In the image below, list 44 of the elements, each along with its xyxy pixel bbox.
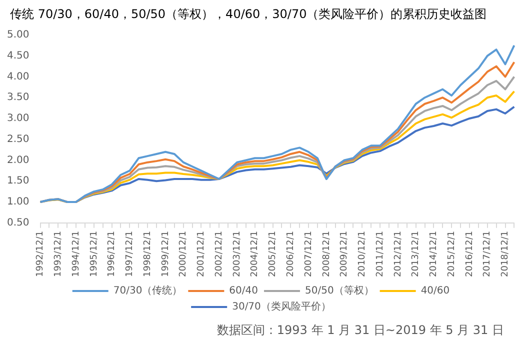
x-tick-label: 2004/12/1 xyxy=(250,230,260,278)
x-tick-label: 2015/12/1 xyxy=(446,230,457,278)
x-tick-label: 1995/12/1 xyxy=(89,230,100,278)
x-tick-label: 1999/12/1 xyxy=(160,230,171,278)
y-tick-label: 4.00 xyxy=(7,71,30,82)
x-tick-label: 1997/12/1 xyxy=(125,230,136,278)
x-tick-label: 2016/12/1 xyxy=(464,230,475,278)
x-tick-label: 1998/12/1 xyxy=(142,230,153,278)
x-tick-label: 2010/12/1 xyxy=(358,230,368,278)
x-tick-label: 2009/12/1 xyxy=(340,230,350,278)
x-tick-label: 2012/12/1 xyxy=(393,230,404,278)
legend-label: 70/30（传统） xyxy=(113,284,182,297)
legend-label: 30/70（类风险平价） xyxy=(232,300,331,313)
x-tick-label: 2014/12/1 xyxy=(429,230,440,278)
x-tick-label: 2005/12/1 xyxy=(268,230,278,278)
text: 数据区间：1993 年 1 月 31 日~2019 年 5 月 31 日 xyxy=(216,322,505,339)
x-tick-label: 1994/12/1 xyxy=(71,230,82,278)
x-tick-label: 2018/12/1 xyxy=(500,230,511,278)
chart-title: 传统 70/30，60/40，50/50（等权），40/60，30/70（类风险平价）的累积历史收益图 xyxy=(9,6,488,23)
y-tick-label: 3.00 xyxy=(7,113,30,124)
x-tick-label: 1996/12/1 xyxy=(107,230,118,278)
x-tick-label: 2013/12/1 xyxy=(411,230,422,278)
y-tick-label: 3.50 xyxy=(7,92,30,104)
y-tick-label: 2.00 xyxy=(7,154,30,166)
y-tick-label: 5.00 xyxy=(7,30,30,41)
x-tick-label: 1992/12/1 xyxy=(36,230,46,278)
x-tick-label: 2001/12/1 xyxy=(196,230,207,278)
x-tick-label: 2011/12/1 xyxy=(375,230,386,278)
x-tick-label: 2017/12/1 xyxy=(482,230,493,278)
x-tick-label: 2008/12/1 xyxy=(322,230,332,278)
y-tick-label: 2.50 xyxy=(7,134,30,145)
y-tick-label: 4.50 xyxy=(7,50,30,62)
x-tick-label: 2002/12/1 xyxy=(214,230,224,278)
x-tick-label: 2003/12/1 xyxy=(232,230,242,278)
y-tick-label: 1.00 xyxy=(7,196,30,208)
legend-label: 50/50（等权） xyxy=(305,284,374,297)
x-tick-label: 1993/12/1 xyxy=(53,230,64,278)
legend-label: 40/60 xyxy=(420,286,450,297)
x-tick-label: 2006/12/1 xyxy=(286,230,296,278)
x-tick-label: 2000/12/1 xyxy=(178,230,189,278)
y-tick-label: 0.50 xyxy=(7,217,30,228)
y-tick-label: 1.50 xyxy=(7,176,30,187)
x-tick-label: 2007/12/1 xyxy=(304,230,314,278)
legend-label: 60/40 xyxy=(229,286,258,297)
